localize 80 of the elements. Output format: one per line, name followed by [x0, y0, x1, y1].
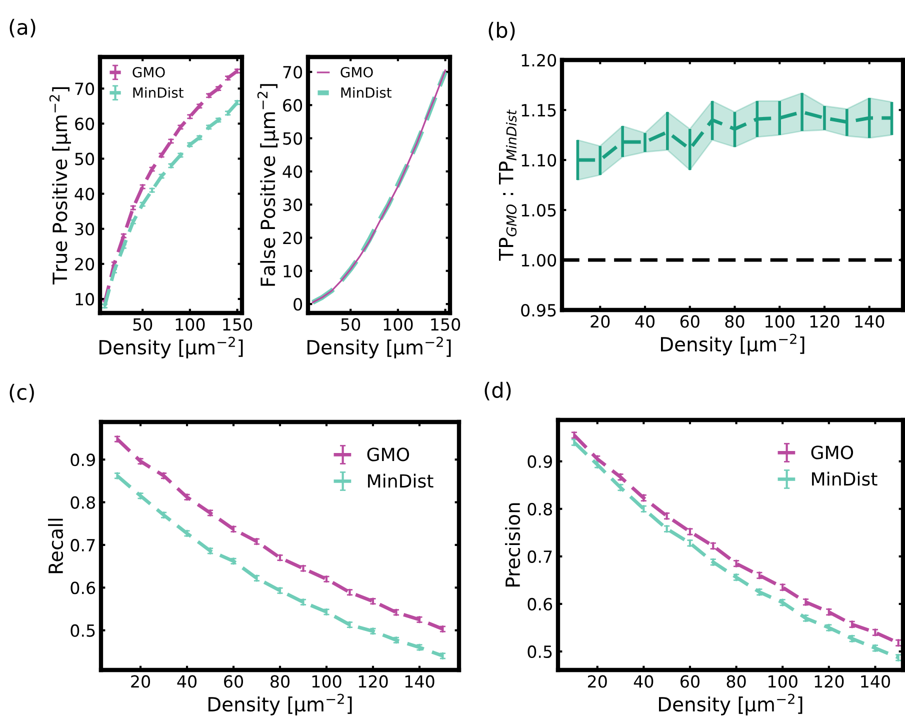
y-axis-title: TP$_{GMO}$ : TP$_{MinDist}$ [499, 109, 517, 261]
y-tick-label: 30 [283, 198, 302, 212]
y-tick-label: 0.5 [70, 624, 95, 637]
x-tick-label: 40 [177, 675, 197, 688]
x-axis-title: Density [µm$^{−2}$] [661, 334, 804, 356]
y-tick-label: 0.9 [528, 455, 552, 468]
y-tick-label: 0.8 [70, 496, 95, 509]
x-axis-title: Density [µm$^{−2}$] [208, 694, 352, 716]
y-tick-label: 70 [283, 66, 302, 78]
y-tick-label: 0.9 [70, 454, 95, 466]
x-axis-title: Density [µm$^{−2}$] [308, 336, 451, 358]
y-tick-label: 40 [282, 165, 302, 178]
x-tick-label: 140 [855, 315, 884, 328]
y-axis-title: True Positive [µm$^{−2}$] [49, 87, 71, 285]
y-tick-label: 70 [75, 82, 94, 96]
x-tick-label: 150 [431, 318, 460, 331]
y-tick-label: 0.5 [528, 645, 552, 658]
x-tick-label: 60 [680, 315, 700, 328]
y-tick-label: 1.20 [522, 54, 556, 67]
y-tick-label: 1.00 [522, 254, 556, 267]
x-tick-label: 50 [133, 318, 152, 331]
x-tick-label: 150 [223, 318, 252, 331]
y-tick-label: 1.15 [522, 104, 556, 117]
y-axis-title: Recall [48, 518, 64, 574]
x-tick-label: 100 [312, 675, 342, 688]
legend-label: GMO [367, 448, 410, 462]
x-tick-label: 120 [810, 315, 840, 328]
x-tick-label: 100 [768, 675, 798, 688]
y-tick-label: 1.05 [522, 204, 556, 217]
y-axis-title: False Positive [µm$^{−2}$] [257, 84, 279, 286]
y-tick-label: 30 [75, 222, 94, 236]
y-tick-label: 50 [283, 132, 302, 145]
legend-label: GMO [811, 446, 854, 460]
x-tick-label: 20 [131, 675, 150, 688]
x-tick-label: 100 [384, 318, 413, 331]
y-tick-label: 0.6 [528, 598, 552, 611]
x-tick-label: 120 [814, 675, 844, 688]
legend-label: GMO [340, 66, 373, 78]
y-tick-label: 10 [76, 292, 94, 306]
y-tick-label: 0.8 [528, 502, 552, 516]
y-tick-label: 0.95 [521, 304, 556, 317]
legend-label: MinDist [341, 87, 392, 98]
y-tick-label: 0.6 [70, 582, 96, 594]
y-tick-label: 0.7 [70, 538, 95, 552]
x-tick-label: 40 [634, 675, 654, 688]
text: (b) [488, 22, 515, 40]
x-tick-label: 20 [588, 675, 607, 688]
x-tick-label: 80 [725, 315, 744, 328]
y-tick-label: 0 [294, 298, 302, 311]
y-tick-label: 60 [75, 118, 94, 130]
y-tick-label: 1.10 [522, 154, 556, 167]
x-tick-label: 140 [861, 675, 890, 688]
x-tick-label: 20 [590, 315, 610, 328]
y-tick-label: 20 [75, 258, 94, 270]
x-tick-label: 50 [341, 318, 360, 331]
legend-label: GMO [132, 66, 165, 78]
legend-label: MinDist [812, 472, 878, 486]
x-tick-label: 120 [358, 675, 388, 688]
x-tick-label: 140 [405, 675, 434, 688]
x-tick-label: 40 [635, 315, 655, 328]
y-tick-label: 60 [283, 99, 302, 112]
text: (d) [484, 382, 511, 400]
y-tick-label: 50 [75, 152, 94, 166]
y-tick-label: 0.7 [528, 550, 552, 563]
text: (a) [10, 18, 36, 38]
x-axis-title: Density [µm$^{−2}$] [100, 336, 243, 358]
y-tick-label: 10 [284, 264, 302, 278]
x-tick-label: 100 [766, 315, 794, 328]
x-axis-title: Density [µm$^{−2}$] [659, 694, 802, 716]
x-tick-label: 80 [726, 675, 746, 688]
x-tick-label: 80 [270, 675, 290, 688]
y-axis-title: Precision [505, 503, 520, 586]
legend-label: MinDist [368, 474, 434, 488]
x-tick-label: 60 [224, 675, 244, 688]
y-tick-label: 20 [283, 232, 302, 244]
x-tick-label: 60 [680, 675, 700, 688]
text: (c) [10, 384, 34, 402]
x-tick-label: 100 [176, 318, 205, 331]
legend-label: MinDist [133, 87, 184, 98]
y-tick-label: 40 [74, 188, 94, 200]
